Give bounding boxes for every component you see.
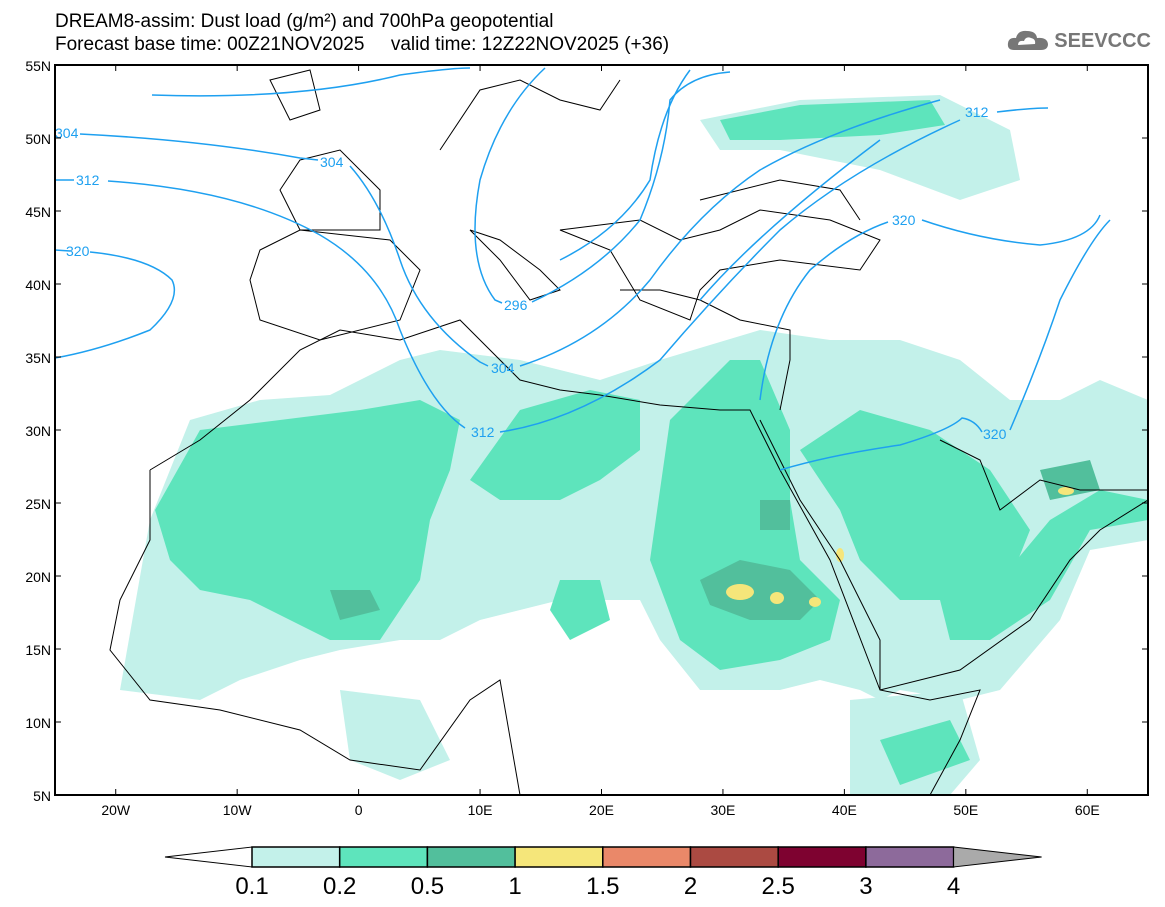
lat-label: 40N — [25, 277, 51, 293]
coastlines — [109, 69, 1149, 796]
dust-region-dense — [760, 500, 790, 530]
colorbar-tick-label: 3 — [859, 873, 872, 900]
colorbar-swatch — [514, 846, 604, 868]
contour-label: 304 — [55, 125, 79, 141]
colorbar-swatch — [602, 846, 692, 868]
colorbar-tick-label: 4 — [947, 873, 960, 900]
dust-region-medium — [550, 580, 610, 640]
contour-line — [151, 67, 471, 97]
dust-region-high — [809, 597, 821, 607]
contour-line — [559, 69, 691, 261]
colorbar-tick-label: 0.2 — [323, 873, 356, 900]
contour-line — [759, 214, 1101, 401]
contour-line — [474, 67, 731, 304]
contour-label: 320 — [892, 212, 916, 228]
contour-line — [79, 99, 941, 367]
colorbar-tick-label: 1 — [508, 873, 521, 900]
dust-region-high — [726, 584, 754, 600]
colorbar-tick-label: 0.1 — [235, 873, 268, 900]
colorbar-swatch — [865, 846, 955, 868]
map-axes: 55N 50N 45N 40N 35N 30N 25N 20N 15N 10N 5N 20W 10W 0 1… — [25, 58, 1148, 818]
geopotential-contours — [54, 67, 1111, 471]
dust-region-medium — [880, 720, 970, 785]
contour-label: 304 — [320, 154, 344, 170]
lon-label: 10W — [223, 802, 253, 818]
lon-label: 20W — [101, 802, 131, 818]
contour-label: 296 — [504, 297, 528, 313]
lon-label: 40E — [832, 802, 857, 818]
dust-region-high — [770, 592, 784, 604]
seevccc-logo: SEEVCCC — [1006, 28, 1151, 54]
colorbar-max-arrow — [953, 846, 1042, 868]
dust-load-fill — [120, 95, 1148, 795]
dust-region-light — [340, 690, 450, 780]
lat-label: 5N — [33, 788, 51, 804]
colorbar: 0.1 0.2 0.5 1 1.5 2 2.5 3 4 — [164, 846, 1042, 900]
dust-region-high — [836, 548, 844, 562]
dust-region-medium — [940, 490, 1148, 640]
contour-labels: 320 312 304 304 296 304 312 312 320 320 — [55, 104, 1007, 442]
colorbar-swatch — [689, 846, 779, 868]
contour-label: 304 — [491, 360, 515, 376]
lon-label: 60E — [1075, 802, 1100, 818]
chart-title: DREAM8-assim: Dust load (g/m²) and 700hP… — [55, 11, 554, 32]
lat-label: 15N — [25, 642, 51, 658]
dust-region-medium — [155, 400, 460, 640]
dust-region-medium — [720, 100, 945, 140]
contour-label: 320 — [66, 243, 90, 259]
lat-label: 20N — [25, 569, 51, 585]
contour-line — [54, 249, 176, 359]
dust-region-medium — [470, 390, 640, 500]
lat-label: 50N — [25, 131, 51, 147]
contour-label: 312 — [965, 104, 989, 120]
lat-label: 55N — [25, 58, 51, 74]
contour-line — [55, 107, 1049, 433]
colorbar-swatch — [338, 846, 429, 868]
colorbar-tick-label: 0.5 — [411, 873, 444, 900]
lat-label: 10N — [25, 715, 51, 731]
contour-label: 320 — [983, 426, 1007, 442]
logo-text: SEEVCCC — [1054, 29, 1151, 52]
colorbar-swatch — [251, 846, 341, 868]
dust-region-dense — [330, 590, 380, 620]
contour-line — [699, 139, 881, 301]
lon-label: 10E — [468, 802, 493, 818]
colorbar-tick-label: 1.5 — [586, 873, 619, 900]
colorbar-tick-label: 2.5 — [762, 873, 795, 900]
dust-region-high — [1058, 487, 1074, 495]
colorbar-min-arrow — [164, 846, 253, 868]
contour-label: 312 — [76, 172, 100, 188]
dust-region-medium — [800, 410, 1030, 600]
lat-label: 45N — [25, 204, 51, 220]
lat-label: 25N — [25, 496, 51, 512]
cloud-icon — [1008, 30, 1049, 50]
lat-label: 30N — [25, 423, 51, 439]
contour-line — [779, 219, 1111, 471]
dust-region-dense — [700, 560, 820, 620]
colorbar-swatch — [777, 846, 867, 868]
lon-label: 30E — [710, 802, 735, 818]
chart-subtitle: Forecast base time: 00Z21NOV2025 valid t… — [55, 34, 670, 55]
colorbar-swatch — [426, 846, 516, 868]
lon-label: 0 — [355, 802, 363, 818]
lon-label: 50E — [953, 802, 978, 818]
lat-label: 35N — [25, 350, 51, 366]
contour-label: 312 — [471, 424, 495, 440]
colorbar-tick-label: 2 — [684, 873, 697, 900]
lon-label: 20E — [589, 802, 614, 818]
